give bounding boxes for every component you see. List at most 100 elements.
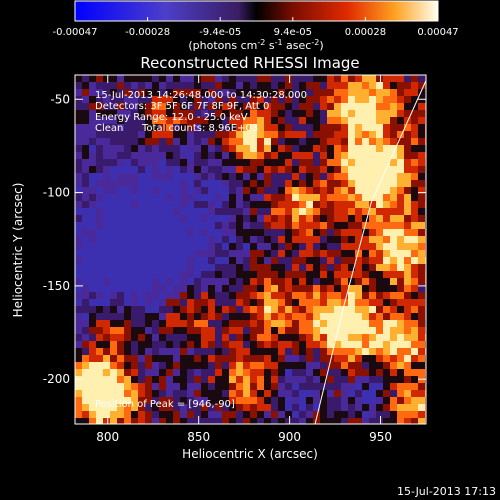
heatmap-cell <box>299 376 307 384</box>
heatmap-cell <box>257 152 265 160</box>
heatmap-cell <box>152 341 160 349</box>
heatmap-cell <box>327 229 335 237</box>
annotation-energy: Energy Range: 12.0 - 25.0 keV <box>95 112 248 123</box>
heatmap-cell <box>243 257 251 265</box>
heatmap-cell <box>250 82 258 90</box>
heatmap-cell <box>110 159 118 167</box>
heatmap-cell <box>201 320 209 328</box>
heatmap-cell <box>348 201 356 209</box>
heatmap-cell <box>96 390 104 398</box>
heatmap-cell <box>131 75 139 83</box>
heatmap-cell <box>278 306 286 314</box>
heatmap-cell <box>306 89 314 97</box>
heatmap-cell <box>159 390 167 398</box>
heatmap-cell <box>208 187 216 195</box>
heatmap-cell <box>103 82 111 90</box>
heatmap-cell <box>376 117 384 125</box>
heatmap-cell <box>124 117 132 125</box>
heatmap-cell <box>257 215 265 223</box>
heatmap-cell <box>257 124 265 132</box>
heatmap-cell <box>383 320 391 328</box>
heatmap-cell <box>131 89 139 97</box>
heatmap-cell <box>201 390 209 398</box>
heatmap-cell <box>243 383 251 391</box>
heatmap-cell <box>215 201 223 209</box>
heatmap-cell <box>243 411 251 419</box>
heatmap-cell <box>75 397 83 405</box>
heatmap-cell <box>82 138 90 146</box>
heatmap-cell <box>194 159 202 167</box>
heatmap-cell <box>89 341 97 349</box>
heatmap-cell <box>236 264 244 272</box>
heatmap-cell <box>180 271 188 279</box>
heatmap-cell <box>180 257 188 265</box>
heatmap-cell <box>250 292 258 300</box>
heatmap-cell <box>334 292 342 300</box>
heatmap-cell <box>341 173 349 181</box>
heatmap-cell <box>152 257 160 265</box>
heatmap-cell <box>187 264 195 272</box>
heatmap-cell <box>236 313 244 321</box>
heatmap-cell <box>250 418 258 424</box>
heatmap-cell <box>96 96 104 104</box>
heatmap-cell <box>383 166 391 174</box>
heatmap-cell <box>75 103 83 111</box>
heatmap-cell <box>138 278 146 286</box>
heatmap-cell <box>145 180 153 188</box>
heatmap-cell <box>390 383 398 391</box>
heatmap-cell <box>404 285 412 293</box>
heatmap-cell <box>215 313 223 321</box>
heatmap-cell <box>166 334 174 342</box>
heatmap-cell <box>124 124 132 132</box>
heatmap-cell <box>96 397 104 405</box>
heatmap-cell <box>390 75 398 83</box>
heatmap-cell <box>299 264 307 272</box>
heatmap-cell <box>229 222 237 230</box>
heatmap-cell <box>138 306 146 314</box>
heatmap-cell <box>166 75 174 83</box>
heatmap-cell <box>404 348 412 356</box>
heatmap-cell <box>138 390 146 398</box>
heatmap-cell <box>208 313 216 321</box>
heatmap-cell <box>376 320 384 328</box>
heatmap-cell <box>285 341 293 349</box>
heatmap-cell <box>334 362 342 370</box>
heatmap-cell <box>306 369 314 377</box>
heatmap-cell <box>292 145 300 153</box>
heatmap-cell <box>194 404 202 412</box>
heatmap-cell <box>96 243 104 251</box>
heatmap-cell <box>180 355 188 363</box>
heatmap-cell <box>131 110 139 118</box>
heatmap-cell <box>257 320 265 328</box>
heatmap-cell <box>138 334 146 342</box>
heatmap-cell <box>117 313 125 321</box>
heatmap-cell <box>278 369 286 377</box>
heatmap-cell <box>229 117 237 125</box>
heatmap-cell <box>124 411 132 419</box>
heatmap-cell <box>222 278 230 286</box>
heatmap-cell <box>131 348 139 356</box>
heatmap-cell <box>257 299 265 307</box>
heatmap-cell <box>166 236 174 244</box>
heatmap-cell <box>222 271 230 279</box>
heatmap-cell <box>418 369 426 377</box>
heatmap-cell <box>369 236 377 244</box>
heatmap-cell <box>355 236 363 244</box>
heatmap-cell <box>299 138 307 146</box>
heatmap-cell <box>271 397 279 405</box>
heatmap-cell <box>229 215 237 223</box>
heatmap-cell <box>222 362 230 370</box>
heatmap-cell <box>285 152 293 160</box>
heatmap-cell <box>299 236 307 244</box>
heatmap-cell <box>145 348 153 356</box>
heatmap-cell <box>180 159 188 167</box>
heatmap-cell <box>222 411 230 419</box>
heatmap-cell <box>411 404 419 412</box>
heatmap-cell <box>82 411 90 419</box>
heatmap-cell <box>257 418 265 424</box>
heatmap-cell <box>411 222 419 230</box>
heatmap-cell <box>222 75 230 83</box>
heatmap-cell <box>243 404 251 412</box>
heatmap-cell <box>320 327 328 335</box>
heatmap-cell <box>215 117 223 125</box>
